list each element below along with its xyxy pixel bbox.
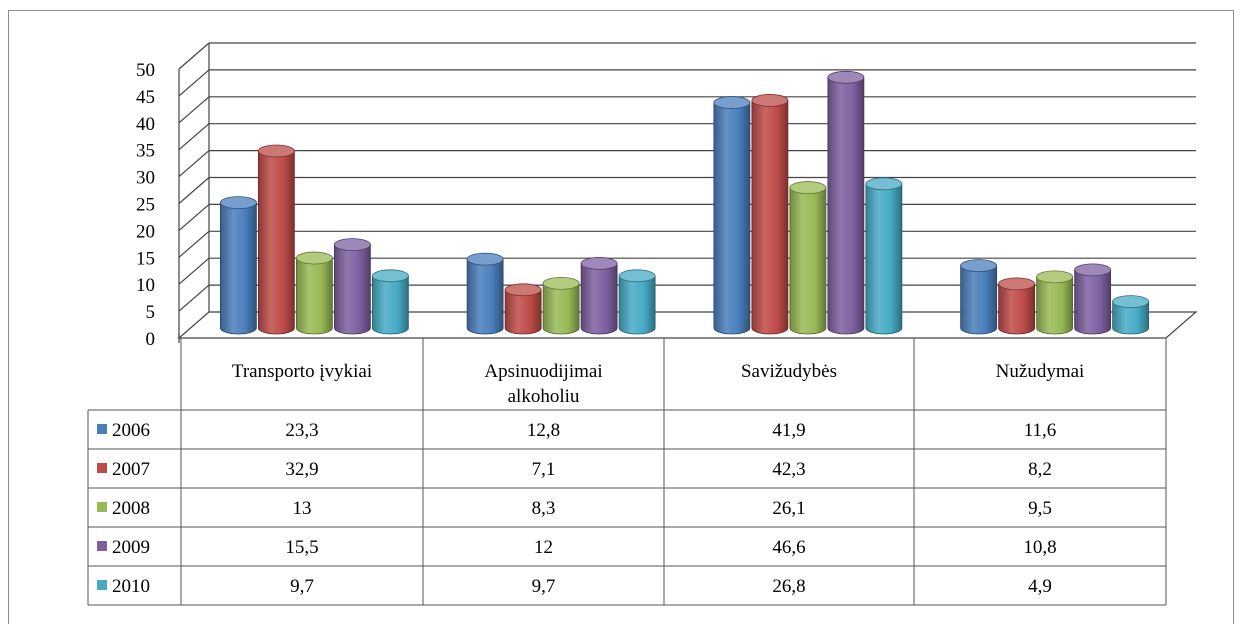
bars xyxy=(219,70,1150,335)
bar-2007-2 xyxy=(504,283,542,335)
table-cell-value: 9,7 xyxy=(290,576,314,597)
bar-2008-4 xyxy=(1036,270,1074,335)
series-label: 2006 xyxy=(112,420,150,441)
bar-2007-3 xyxy=(751,94,789,335)
table-cell-value: 42,3 xyxy=(772,459,805,480)
table-cell-value: 8,2 xyxy=(1028,459,1052,480)
bar-2009-1 xyxy=(333,238,371,335)
bar-2010-1 xyxy=(371,269,409,335)
bar-2006-2 xyxy=(466,252,504,335)
category-label: Transporto įvykiai xyxy=(232,361,372,382)
series-label: 2010 xyxy=(112,576,150,597)
legend-key-2007 xyxy=(97,463,107,473)
table-cell-value: 12 xyxy=(534,537,553,558)
bar-2008-2 xyxy=(542,276,580,335)
bar-2009-2 xyxy=(580,257,618,335)
table-cell-value: 41,9 xyxy=(772,420,805,441)
series-label: 2007 xyxy=(112,459,150,480)
y-tick-label: 5 xyxy=(146,302,156,323)
gridline-left xyxy=(178,69,210,97)
y-tick-label: 10 xyxy=(136,275,155,296)
y-tick-label: 30 xyxy=(136,168,155,189)
table-cell-value: 26,1 xyxy=(772,498,805,519)
y-tick-label: 20 xyxy=(136,221,155,242)
table-cell-value: 32,9 xyxy=(285,459,318,480)
gridlines xyxy=(177,42,1198,343)
gridline-left xyxy=(178,123,210,151)
y-tick-label: 0 xyxy=(146,329,156,350)
gridline-left xyxy=(178,150,210,178)
table-cell-value: 15,5 xyxy=(285,537,318,558)
table-cell-value: 13 xyxy=(293,498,312,519)
y-tick-label: 40 xyxy=(136,114,155,135)
chart-frame xyxy=(8,10,1234,624)
gridline-left xyxy=(178,177,210,204)
gridline-left xyxy=(178,203,210,231)
bar-2010-3 xyxy=(865,177,903,335)
category-label: Nužudymai xyxy=(996,361,1085,382)
floor xyxy=(177,311,1198,339)
gridline-left xyxy=(178,42,210,70)
legend-key-2009 xyxy=(97,541,107,551)
table-cell-value: 7,1 xyxy=(532,459,556,480)
bar-2007-4 xyxy=(998,277,1036,335)
bar-2010-4 xyxy=(1112,295,1150,335)
gridline-left xyxy=(178,96,210,124)
y-tick-label: 25 xyxy=(136,195,155,216)
legend-key-2010 xyxy=(97,580,107,590)
y-tick-label: 15 xyxy=(136,248,155,269)
y-axis-ticks: 0 5 10 15 20 25 30 35 40 45 50 xyxy=(136,60,155,350)
legend-key-2006 xyxy=(97,424,107,434)
data-table: Transporto įvykiai Apsinuodijimai alkoholi… xyxy=(87,338,1167,606)
y-tick-label: 35 xyxy=(136,141,155,162)
bar-2008-1 xyxy=(295,251,333,335)
table-cell-value: 26,8 xyxy=(772,576,805,597)
table-cell-value: 11,6 xyxy=(1024,420,1057,441)
table-cell-value: 4,9 xyxy=(1028,576,1052,597)
table-cell-value: 12,8 xyxy=(527,420,560,441)
gridline-left xyxy=(178,230,210,258)
bar-2006-3 xyxy=(713,96,751,335)
gridline-left xyxy=(178,284,210,312)
table-cell-value: 10,8 xyxy=(1023,537,1056,558)
y-tick-label: 50 xyxy=(136,60,155,81)
series-label: 2009 xyxy=(112,537,150,558)
bar-2009-3 xyxy=(827,70,865,335)
series-label: 2008 xyxy=(112,498,150,519)
bar-2008-3 xyxy=(789,181,827,335)
bar-2009-4 xyxy=(1074,263,1112,335)
bar-2006-1 xyxy=(219,196,257,335)
table-cell-value: 46,6 xyxy=(772,537,805,558)
legend-key-2008 xyxy=(97,502,107,512)
table-cell-value: 9,7 xyxy=(532,576,556,597)
category-label: Savižudybės xyxy=(741,361,837,382)
bar-2006-4 xyxy=(960,259,998,335)
gridline-left xyxy=(178,257,210,285)
table-cell-value: 8,3 xyxy=(532,498,556,519)
bar-2010-2 xyxy=(618,269,656,335)
table-cell-value: 9,5 xyxy=(1028,498,1052,519)
bar-2007-1 xyxy=(257,144,295,335)
category-label: Apsinuodijimai alkoholiu xyxy=(484,361,602,407)
y-tick-label: 45 xyxy=(136,87,155,108)
table-cell-value: 23,3 xyxy=(285,420,318,441)
